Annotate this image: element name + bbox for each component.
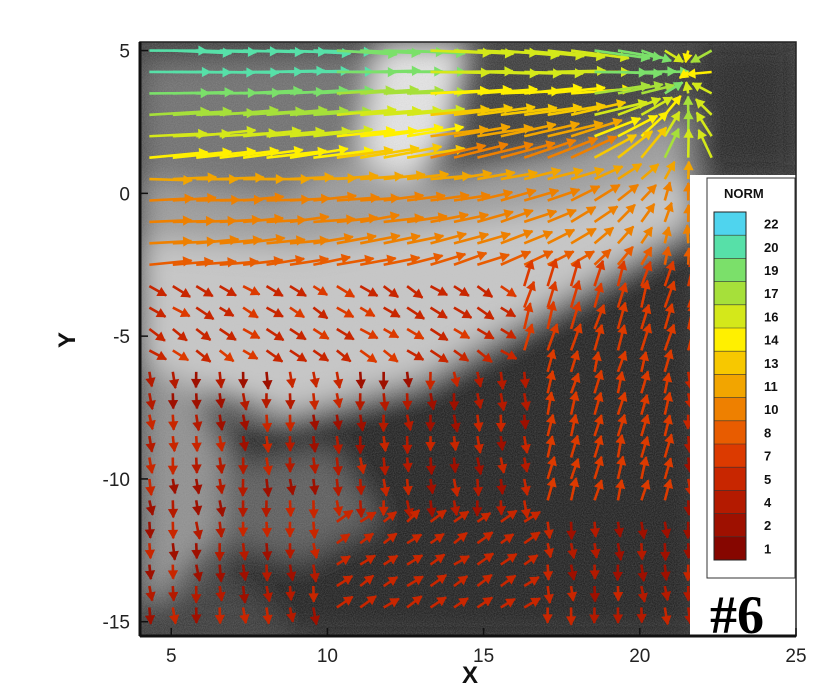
legend-swatch bbox=[714, 328, 746, 352]
x-axis-title: X bbox=[462, 662, 478, 685]
panel-label: #6 bbox=[710, 585, 764, 645]
legend-label: 5 bbox=[764, 472, 771, 487]
x-tick-label: 10 bbox=[317, 646, 338, 667]
legend-swatch bbox=[714, 490, 746, 514]
legend-swatch bbox=[714, 444, 746, 468]
y-tick-label: -5 bbox=[113, 327, 130, 348]
legend-label: 14 bbox=[764, 333, 779, 348]
legend-label: 4 bbox=[764, 495, 772, 510]
legend-label: 8 bbox=[764, 425, 771, 440]
y-tick-label: -10 bbox=[103, 470, 130, 491]
x-tick-label: 20 bbox=[629, 646, 650, 667]
legend-label: 19 bbox=[764, 263, 778, 278]
color-legend: NORM 22 20 19 17 16 14 13 11 10 8 7 5 4 2 1 bbox=[707, 178, 795, 578]
y-axis-title: Y bbox=[54, 332, 81, 348]
legend-swatch bbox=[714, 537, 746, 561]
legend-label: 17 bbox=[764, 286, 778, 301]
legend-swatch bbox=[714, 258, 746, 282]
legend-label: 16 bbox=[764, 309, 778, 324]
legend-label: 1 bbox=[764, 541, 771, 556]
legend-label: 22 bbox=[764, 217, 778, 232]
legend-title: NORM bbox=[724, 186, 764, 201]
legend-label: 2 bbox=[764, 518, 771, 533]
x-tick-label: 5 bbox=[166, 646, 177, 667]
legend-label: 11 bbox=[764, 379, 778, 394]
legend-swatch bbox=[714, 235, 746, 259]
legend-swatch bbox=[714, 305, 746, 329]
legend-swatch bbox=[714, 421, 746, 445]
legend-swatch bbox=[714, 282, 746, 306]
legend-label: 13 bbox=[764, 356, 778, 371]
legend-label: 10 bbox=[764, 402, 778, 417]
legend-swatch bbox=[714, 212, 746, 236]
legend-swatch bbox=[714, 398, 746, 422]
y-tick-label: 0 bbox=[119, 184, 130, 205]
legend-label: 7 bbox=[764, 449, 771, 464]
y-tick-label: -15 bbox=[103, 613, 130, 634]
legend-swatch bbox=[714, 374, 746, 398]
legend-swatch bbox=[714, 467, 746, 491]
legend-swatch bbox=[714, 514, 746, 538]
legend-swatch bbox=[714, 351, 746, 375]
legend-label: 20 bbox=[764, 240, 778, 255]
x-tick-label: 25 bbox=[785, 646, 806, 667]
y-tick-label: 5 bbox=[119, 42, 130, 63]
